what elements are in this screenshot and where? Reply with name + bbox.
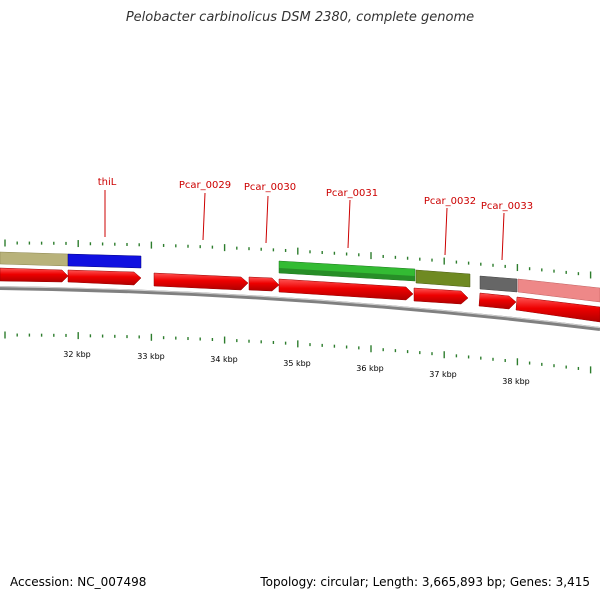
pcar-0029-label: Pcar_0029	[179, 180, 231, 191]
cds-arrow	[67, 269, 142, 286]
pcar-0033-label: Pcar_0033	[481, 201, 533, 212]
genome-summary-text: Topology: circular; Length: 3,665,893 bp…	[260, 575, 590, 589]
map-title: Pelobacter carbinolicus DSM 2380, comple…	[125, 10, 475, 25]
genome-backbone	[0, 286, 600, 331]
feature-track-outer	[0, 251, 600, 303]
feature-gray	[479, 275, 518, 293]
feature-olive	[415, 269, 471, 288]
pcar-0033-leader	[501, 212, 505, 261]
pcar-0030-label: Pcar_0030	[244, 182, 296, 193]
feature-blue	[67, 253, 142, 269]
lower-tick-row	[4, 331, 592, 374]
pcar-0032-label: Pcar_0032	[424, 196, 476, 207]
pcar-0029-leader	[202, 192, 206, 241]
cds-arrow	[478, 292, 517, 310]
cds-arrow	[0, 267, 69, 283]
scale-label: 38 kbp	[502, 377, 530, 386]
scale-label: 33 kbp	[137, 352, 165, 361]
thil-label: thiL	[98, 177, 117, 188]
cds-arrow	[413, 287, 469, 305]
genome-backbone-highlight	[0, 286, 600, 329]
scale-label: 36 kbp	[356, 364, 384, 373]
cds-arrow	[153, 272, 249, 291]
scale-label: 37 kbp	[429, 370, 457, 379]
scale-label: 35 kbp	[283, 359, 311, 368]
cds-arrow	[248, 276, 280, 292]
upper-tick-row	[4, 239, 592, 279]
cds-track	[0, 267, 600, 323]
scale-labels: 32 kbp 33 kbp 34 kbp 35 kbp 36 kbp 37 kb…	[63, 350, 530, 386]
pcar-0032-leader	[444, 207, 448, 256]
cds-arrow	[278, 278, 414, 301]
pcar-0031-label: Pcar_0031	[326, 188, 378, 199]
cds-arrow	[515, 296, 600, 323]
pcar-0030-leader	[265, 195, 269, 244]
feature-tan	[0, 251, 69, 267]
gene-label-layer: thiL Pcar_0029 Pcar_0030 Pcar_0031 Pcar_…	[98, 177, 533, 261]
accession-text: Accession: NC_007498	[10, 575, 147, 589]
feature-green-shade	[279, 268, 415, 281]
pcar-0031-leader	[347, 199, 351, 249]
scale-label: 32 kbp	[63, 350, 91, 359]
feature-pink	[517, 278, 600, 303]
scale-label: 34 kbp	[210, 355, 238, 364]
